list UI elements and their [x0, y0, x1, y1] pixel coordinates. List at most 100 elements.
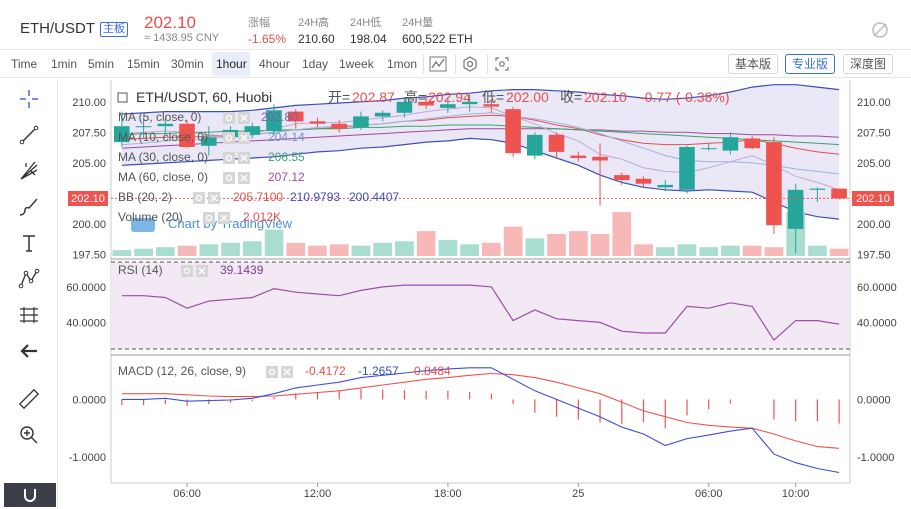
timeframe-4hour[interactable]: 4hour — [259, 57, 290, 71]
volume-bar — [395, 241, 414, 256]
legend-control-pair[interactable] — [223, 132, 250, 144]
gear-icon — [181, 265, 193, 277]
legend-control-pair[interactable] — [193, 192, 220, 204]
candle — [353, 111, 369, 130]
brush-icon[interactable] — [17, 195, 41, 219]
view-pro-button[interactable]: 专业版 — [785, 54, 836, 74]
timeframe-1week[interactable]: 1week — [339, 57, 374, 71]
candle — [527, 132, 543, 160]
volume-bar — [242, 241, 262, 256]
legend-control-pair[interactable] — [223, 152, 250, 164]
candle-body — [548, 134, 565, 152]
gear-icon — [223, 172, 235, 184]
candle-body — [374, 112, 391, 117]
pair-name[interactable]: ETH/USDT — [20, 20, 95, 37]
zoom-in-icon[interactable] — [17, 423, 41, 447]
active-timeframe-highlight — [212, 52, 250, 76]
timeframe-1day[interactable]: 1day — [302, 57, 329, 71]
magnet-button[interactable] — [4, 483, 56, 507]
close-icon-cross — [283, 368, 291, 376]
candle — [309, 117, 326, 128]
timeframe-30min[interactable]: 30min — [171, 57, 204, 71]
toolbar-divider — [487, 54, 488, 74]
ruler-icon[interactable] — [17, 387, 41, 411]
price-tick-left: 210.00 — [72, 97, 106, 109]
gear-icon-center — [195, 194, 203, 202]
candle-body — [440, 104, 456, 108]
candlesticks[interactable] — [114, 94, 847, 254]
candle — [766, 137, 782, 234]
view-depth-button[interactable]: 深度图 — [843, 54, 894, 74]
view-basic-button[interactable]: 基本版 — [728, 54, 779, 74]
macd-label[interactable]: MACD (12, 26, close, 9) — [118, 364, 246, 378]
macd-tick-left: -1.0000 — [69, 452, 106, 464]
trend-line-icon[interactable] — [17, 123, 41, 147]
candle — [266, 104, 282, 135]
timeframe-time[interactable]: Time — [11, 57, 38, 71]
candle — [396, 96, 413, 118]
timeframe-15min[interactable]: 15min — [127, 57, 160, 71]
fib-fan-icon[interactable] — [17, 159, 41, 183]
timeframe-1min[interactable]: 1min — [51, 57, 78, 71]
timeframe-5min[interactable]: 5min — [88, 57, 115, 71]
ma30-label[interactable]: MA (30, close, 0) — [118, 150, 208, 164]
close-icon-cross — [220, 214, 228, 222]
rsi-label[interactable]: RSI (14) — [118, 263, 163, 277]
volume-bar — [655, 247, 675, 256]
candle-body — [266, 110, 282, 132]
ma5-value: 202.80 — [261, 110, 298, 124]
legend-close: 202.10 — [584, 89, 627, 105]
close-icon-cross — [210, 194, 218, 202]
volume-bar — [808, 245, 827, 256]
candle-body — [505, 109, 521, 154]
drawing-toolbar — [0, 79, 58, 509]
timeframe-1hour[interactable]: 1hour — [216, 57, 247, 71]
ma30-line — [121, 124, 840, 146]
projection-icon[interactable] — [17, 303, 41, 327]
volume-bar — [416, 231, 436, 256]
mute-icon[interactable] — [870, 20, 890, 40]
gear-icon — [266, 366, 278, 378]
ma5-label[interactable]: MA (5, close, 0) — [118, 110, 201, 124]
ma30-value: 206.55 — [268, 150, 305, 164]
fullscreen-icon[interactable] — [491, 54, 513, 74]
indicator-icon[interactable] — [427, 54, 449, 74]
bb-value-upper: 210.9793 — [290, 190, 340, 204]
volume-bar — [438, 239, 458, 256]
volume-bar — [829, 248, 849, 256]
legend-control-pair[interactable] — [223, 172, 250, 184]
ma10-label[interactable]: MA (10, close, 0) — [118, 130, 208, 144]
legend-control-pair[interactable] — [181, 265, 208, 277]
crosshair-icon[interactable] — [17, 87, 41, 111]
candle-body — [331, 123, 347, 129]
arrow-left-icon[interactable] — [17, 339, 41, 363]
candle-body — [353, 116, 369, 128]
volume-label[interactable]: Volume (20) — [118, 210, 183, 224]
price-tick-right: 205.00 — [857, 158, 891, 170]
legend-low: 202.00 — [506, 89, 549, 105]
bb-value-lower: 200.4407 — [349, 190, 399, 204]
legend-change: -0.77 (-0.38%) — [640, 89, 729, 105]
legend-control-pair[interactable] — [223, 112, 250, 124]
ma60-label[interactable]: MA (60, close, 0) — [118, 170, 208, 184]
candle-body — [244, 126, 261, 135]
volume-bar — [199, 244, 219, 256]
volume-bar — [177, 245, 197, 256]
candle — [614, 172, 630, 185]
legend-control-pair[interactable] — [266, 366, 293, 378]
text-icon[interactable] — [17, 231, 41, 255]
candle — [635, 176, 652, 188]
gear-icon-center — [225, 114, 233, 122]
timeframe-1mon[interactable]: 1mon — [387, 57, 418, 71]
gear-icon-center — [205, 214, 213, 222]
candle — [505, 106, 521, 157]
candle-body — [287, 111, 304, 122]
legend-control-pair[interactable] — [203, 212, 230, 224]
volume-bar — [112, 250, 132, 256]
legend-controls[interactable] — [181, 112, 293, 378]
bb-label[interactable]: BB (20, 2) — [118, 190, 172, 204]
settings-icon[interactable] — [459, 54, 481, 74]
pattern-icon[interactable] — [17, 267, 41, 291]
collapse-icon[interactable] — [117, 92, 128, 103]
